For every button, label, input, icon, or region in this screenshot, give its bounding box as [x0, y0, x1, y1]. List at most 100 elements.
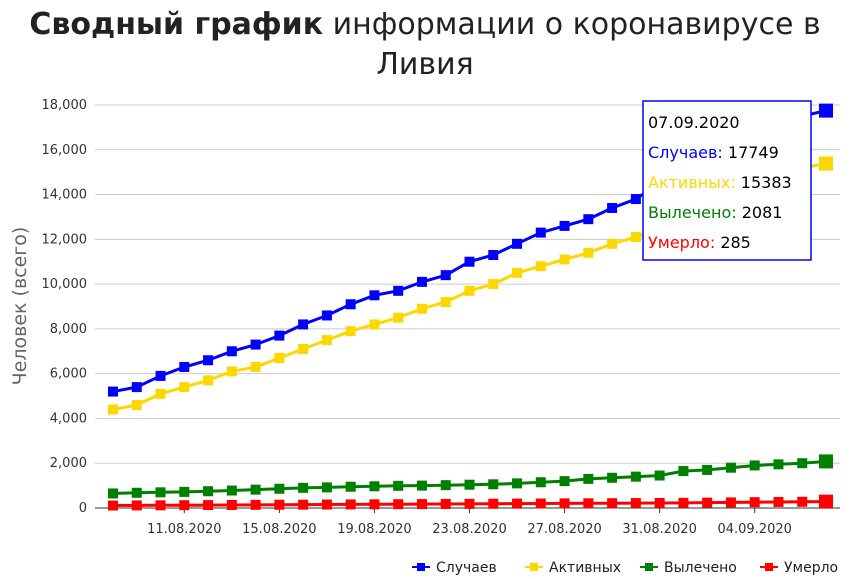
data-point	[773, 496, 784, 507]
tooltip-row-value: 2081	[737, 203, 783, 222]
data-point	[250, 484, 261, 495]
legend[interactable]: Случаев Активных Вылечено Умерло	[412, 560, 838, 576]
data-point	[226, 499, 237, 510]
chart-title-line2: Ливия	[376, 47, 473, 82]
data-point	[797, 458, 808, 469]
data-point	[179, 382, 190, 393]
tooltip-row: Вылечено: 2081	[648, 203, 782, 222]
tooltip-row: Случаев: 17749	[648, 143, 779, 162]
data-point	[583, 214, 594, 225]
data-point	[274, 352, 285, 363]
data-point	[274, 499, 285, 510]
data-point	[464, 256, 475, 267]
data-point	[464, 479, 475, 490]
data-point	[630, 232, 641, 243]
data-point	[583, 473, 594, 484]
legend-item[interactable]: Вылечено	[640, 560, 737, 576]
y-axis-title: Человек (всего)	[9, 227, 31, 386]
y-tick-labels: 0 2,000 4,000 6,000 8,000 10,000 12,000 14,000 1…	[42, 98, 88, 516]
data-point	[250, 499, 261, 510]
data-point	[702, 497, 713, 508]
data-point	[108, 404, 118, 415]
data-point	[226, 366, 237, 377]
data-point	[559, 476, 570, 487]
data-point	[226, 485, 237, 496]
data-point	[393, 499, 404, 510]
data-point	[298, 344, 309, 355]
y-tick-label: 6,000	[50, 367, 87, 382]
data-point	[345, 299, 356, 310]
legend-item[interactable]: Умерло	[760, 560, 838, 576]
data-point	[108, 386, 118, 397]
data-point	[630, 194, 641, 205]
tooltip: 07.09.2020 Случаев: 17749 Активных: 15383 В…	[642, 100, 812, 261]
chart-title: Сводный график информации о коронавирусе…	[29, 7, 820, 42]
data-point	[488, 279, 499, 290]
tooltip-box	[642, 100, 812, 261]
legend-item[interactable]: Активных	[525, 560, 621, 576]
y-tick-label: 16,000	[42, 143, 88, 158]
data-point	[179, 500, 190, 511]
legend-swatch	[645, 563, 653, 571]
data-point	[464, 498, 475, 509]
data-point	[488, 250, 499, 261]
data-point	[464, 285, 475, 296]
data-point	[654, 497, 665, 508]
data-point	[630, 498, 641, 509]
data-point	[725, 462, 736, 473]
data-point	[749, 460, 760, 471]
data-point	[108, 500, 118, 511]
data-point	[393, 312, 404, 323]
data-point	[607, 472, 618, 483]
data-point	[369, 481, 380, 492]
data-point	[416, 480, 427, 491]
y-tick-label: 8,000	[50, 322, 87, 337]
tooltip-row-value: 285	[715, 233, 751, 252]
tooltip-date: 07.09.2020	[648, 113, 740, 132]
x-tick-label: 15.08.2020	[242, 522, 316, 537]
data-point	[369, 319, 380, 330]
data-point	[274, 330, 285, 341]
data-point	[321, 335, 332, 346]
data-point	[819, 494, 833, 509]
data-point	[535, 227, 546, 238]
data-point	[559, 220, 570, 231]
legend-label: Активных	[549, 560, 621, 576]
x-tick-label: 23.08.2020	[432, 522, 506, 537]
tooltip-row: Активных: 15383	[648, 173, 792, 192]
data-point	[535, 261, 546, 272]
tooltip-row: Умерло: 285	[648, 233, 751, 252]
data-point	[702, 464, 713, 475]
data-point	[512, 238, 523, 249]
tooltip-row-label: Активных:	[648, 173, 736, 192]
data-point	[416, 276, 427, 287]
data-point	[607, 238, 618, 249]
data-point	[155, 388, 166, 399]
data-point	[108, 488, 118, 499]
data-point	[773, 459, 784, 470]
y-tick-label: 18,000	[42, 98, 88, 113]
chart-title-rest: информации о коронавирусе в	[323, 7, 821, 42]
data-point	[298, 319, 309, 330]
data-point	[819, 454, 833, 469]
x-tick-labels: 11.08.2020 15.08.2020 19.08.2020 23.08.2020…	[147, 508, 792, 537]
legend-item[interactable]: Случаев	[412, 560, 497, 576]
data-point	[749, 497, 760, 508]
data-point	[819, 103, 833, 118]
data-point	[440, 297, 451, 308]
series-3	[108, 494, 833, 511]
data-point	[440, 498, 451, 509]
data-point	[416, 303, 427, 314]
y-tick-label: 2,000	[50, 456, 87, 471]
data-point	[155, 370, 166, 381]
legend-label: Случаев	[436, 560, 497, 576]
data-point	[274, 483, 285, 494]
data-point	[203, 500, 214, 511]
data-point	[440, 270, 451, 281]
data-point	[630, 471, 641, 482]
data-point	[131, 487, 142, 498]
data-point	[369, 499, 380, 510]
x-tick-label: 04.09.2020	[717, 522, 791, 537]
x-tick-label: 31.08.2020	[622, 522, 696, 537]
